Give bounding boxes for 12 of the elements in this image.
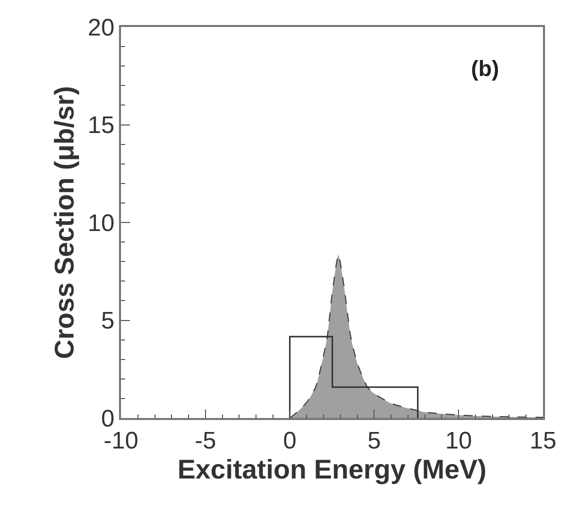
x-tick-label: 15 (530, 428, 556, 455)
x-tick-label: 0 (283, 428, 296, 455)
y-tick-label: 10 (88, 210, 114, 237)
x-axis-title: Excitation Energy (MeV) (177, 454, 487, 485)
x-tick-label: -5 (194, 428, 216, 455)
y-tick-label: 20 (88, 14, 114, 42)
y-axis-title: Cross Section (μb/sr) (49, 86, 80, 360)
y-tick-label: 15 (88, 112, 114, 140)
annotation: (b) (471, 56, 500, 81)
y-tick-label: 5 (101, 308, 114, 335)
x-tick-label: 10 (445, 428, 472, 455)
x-tick-label: 5 (368, 428, 381, 455)
